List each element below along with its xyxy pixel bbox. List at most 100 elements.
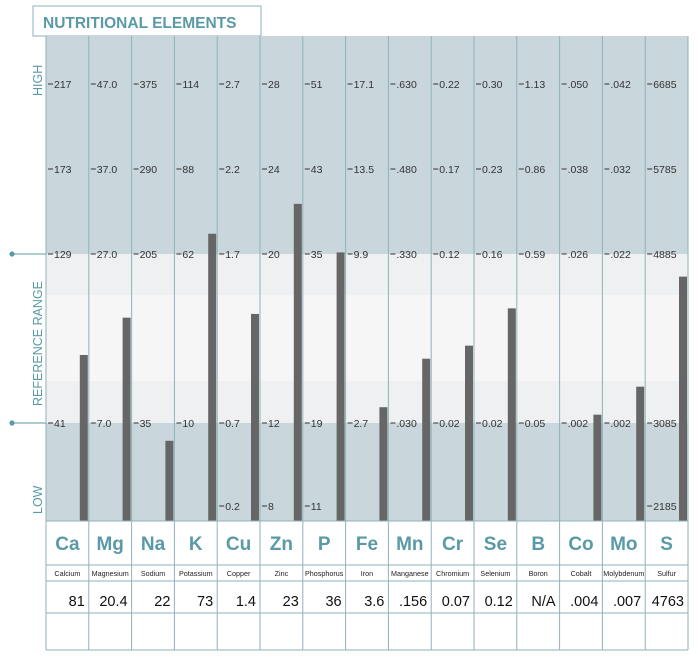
- scale-tick-label: .026: [568, 249, 589, 261]
- scale-tick-label: 0.17: [439, 164, 460, 176]
- element-symbol: Ca: [55, 534, 80, 555]
- bar-k: [208, 233, 217, 521]
- scale-tick-label: .480: [396, 164, 417, 176]
- scale-tick-label: 43: [311, 164, 323, 176]
- element-symbol: Co: [568, 534, 593, 555]
- scale-tick-label: 2185: [653, 501, 677, 513]
- bar-mn: [422, 358, 431, 521]
- scale-tick-label: 0.2: [225, 501, 240, 513]
- scale-tick-label: 290: [140, 164, 158, 176]
- element-value: N/A: [531, 594, 556, 610]
- element-symbol: Se: [484, 534, 507, 555]
- scale-tick-label: 27.0: [97, 249, 118, 261]
- bar-co: [593, 414, 602, 521]
- element-name: Zinc: [275, 569, 289, 578]
- bar-ca: [79, 354, 88, 521]
- scale-tick-label: 51: [311, 79, 323, 91]
- scale-tick-label: 129: [54, 249, 72, 261]
- element-symbol: S: [660, 534, 673, 555]
- element-value: .007: [613, 594, 641, 610]
- band-reference-center: [46, 295, 688, 381]
- column-grid: [45, 36, 689, 521]
- band-reference-lower: [46, 381, 688, 423]
- scale-tick-label: 2.2: [225, 164, 240, 176]
- bars: [79, 203, 687, 521]
- scale-tick-label: 37.0: [97, 164, 118, 176]
- bar-fe: [379, 407, 388, 521]
- bar-cr: [465, 345, 473, 521]
- element-symbol: Fe: [356, 534, 378, 555]
- scale-tick-label: 114: [182, 79, 199, 91]
- element-symbol: Mg: [96, 534, 123, 555]
- scale-tick-label: 6685: [653, 79, 677, 91]
- bar-na: [165, 440, 174, 521]
- element-name: Magnesium: [92, 569, 129, 578]
- element-value: 81: [69, 594, 85, 610]
- scale-tick-label: 0.12: [439, 249, 460, 261]
- scale-tick-label: 1.13: [525, 79, 546, 91]
- element-symbol: Mo: [610, 534, 637, 555]
- element-value: 73: [197, 594, 213, 610]
- element-symbol: P: [318, 534, 331, 555]
- element-name: Copper: [227, 569, 251, 578]
- scale-tick-label: .050: [568, 79, 589, 91]
- scale-tick-label: .030: [396, 418, 417, 430]
- scale-tick-label: 0.05: [525, 418, 546, 430]
- scale-tick-label: .002: [610, 418, 631, 430]
- element-name: Potassium: [179, 569, 213, 578]
- scale-tick-label: 2.7: [225, 79, 240, 91]
- scale-tick-label: 0.30: [482, 79, 503, 91]
- bar-cu: [251, 313, 259, 521]
- bar-s: [679, 276, 687, 521]
- scale-tick-label: 0.86: [525, 164, 546, 176]
- element-value: 0.07: [442, 594, 470, 610]
- background-bands: [46, 36, 688, 521]
- bar-mg: [122, 317, 131, 521]
- scale-tick-label: .042: [610, 79, 631, 91]
- scale-tick-label: 375: [140, 79, 158, 91]
- zone-labels: HIGH REFERENCE RANGE LOW: [31, 65, 45, 514]
- element-name: Phosphorus: [305, 569, 344, 578]
- scale-tick-label: 1.7: [225, 249, 240, 261]
- element-symbol: Cr: [442, 534, 464, 555]
- element-name: Sulfur: [657, 569, 676, 578]
- scale-tick-label: 3085: [653, 418, 677, 430]
- scale-tick-label: .002: [568, 418, 589, 430]
- element-name: Molybdenum: [603, 569, 644, 578]
- scale-tick-label: 47.0: [97, 79, 118, 91]
- scale-tick-label: 19: [311, 418, 323, 430]
- element-value: 1.4: [236, 594, 256, 610]
- scale-tick-label: 13.5: [354, 164, 375, 176]
- scale-tick-label: 28: [268, 79, 280, 91]
- scale-tick-label: 12: [268, 418, 280, 430]
- element-value: 0.12: [485, 594, 513, 610]
- element-value: 23: [283, 594, 299, 610]
- element-value: 3.6: [364, 594, 384, 610]
- zone-label-high: HIGH: [31, 65, 45, 96]
- element-name: Iron: [361, 569, 373, 578]
- scale-ticks: 41 129 173 217 7.0 27.0 37.0 47.0 35 205 290 375 10 6…: [48, 79, 677, 513]
- scale-tick-label: .038: [568, 164, 589, 176]
- scale-tick-label: 41: [54, 418, 66, 430]
- scale-tick-label: .630: [396, 79, 417, 91]
- scale-tick-label: 0.22: [439, 79, 460, 91]
- scale-tick-label: 0.59: [525, 249, 546, 261]
- scale-tick-label: 10: [182, 418, 194, 430]
- scale-tick-label: 62: [182, 249, 194, 261]
- scale-tick-label: 20: [268, 249, 280, 261]
- scale-tick-label: 0.16: [482, 249, 503, 261]
- element-table: Ca Calcium 81 Mg Magnesium 20.4 Na Sodium 22 K Pot…: [45, 520, 689, 651]
- element-symbol: K: [189, 534, 203, 555]
- band-low: [46, 423, 688, 521]
- element-value: 20.4: [99, 594, 127, 610]
- scale-tick-label: 17.1: [354, 79, 375, 91]
- scale-tick-label: 0.02: [439, 418, 460, 430]
- element-symbol: Cu: [226, 534, 251, 555]
- scale-tick-label: 8: [268, 501, 274, 513]
- element-symbol: Mn: [396, 534, 423, 555]
- bar-zn: [293, 203, 302, 521]
- band-high: [46, 36, 688, 254]
- scale-tick-label: 35: [311, 249, 323, 261]
- reference-markers: [9, 251, 46, 426]
